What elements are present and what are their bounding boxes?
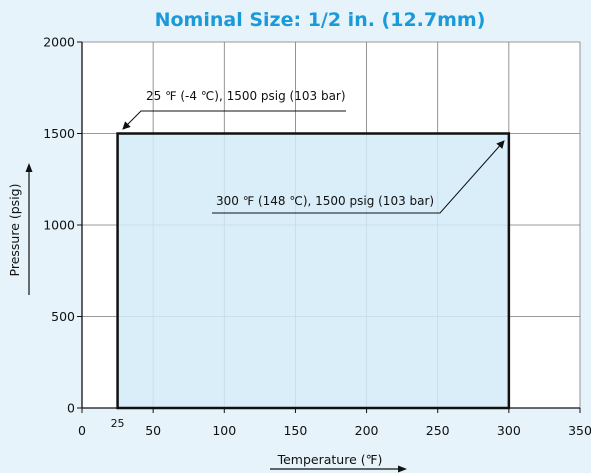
x-axis-label: Temperature (℉): [277, 452, 383, 467]
chart-title: Nominal Size: 1/2 in. (12.7mm): [155, 9, 486, 31]
axes: [77, 41, 581, 413]
x-tick-label: 350: [568, 423, 591, 438]
x-tick-label: 300: [497, 423, 521, 438]
x-tick-label-extra: 25: [111, 417, 125, 430]
annotation-start-point: 25 ℉ (-4 ℃), 1500 psig (103 bar): [146, 89, 346, 103]
x-tick-labels: 0 50 100 150 200 250 300 350 25: [78, 417, 591, 438]
y-tick-label: 0: [67, 401, 75, 416]
y-tick-label: 2000: [43, 35, 75, 50]
x-tick-label: 200: [355, 423, 379, 438]
y-axis-arrowhead: [25, 163, 33, 172]
y-tick-label: 1500: [43, 126, 75, 141]
annotation-end-leader: [212, 140, 505, 214]
x-tick-label: 100: [212, 423, 236, 438]
x-tick-label: 50: [145, 423, 161, 438]
x-tick-label: 150: [283, 423, 307, 438]
y-tick-label: 500: [51, 309, 75, 324]
x-tick-label: 250: [426, 423, 450, 438]
operating-region: [116, 132, 511, 410]
annotation-end-point: 300 ℉ (148 ℃), 1500 psig (103 bar): [216, 194, 434, 208]
y-tick-label: 1000: [43, 218, 75, 233]
x-tick-label: 0: [78, 423, 86, 438]
y-axis-label: Pressure (psig): [7, 184, 22, 277]
annotation-start-leader: [122, 110, 346, 130]
y-tick-labels: 0 500 1000 1500 2000: [43, 35, 75, 416]
x-axis-arrowhead: [398, 465, 407, 473]
